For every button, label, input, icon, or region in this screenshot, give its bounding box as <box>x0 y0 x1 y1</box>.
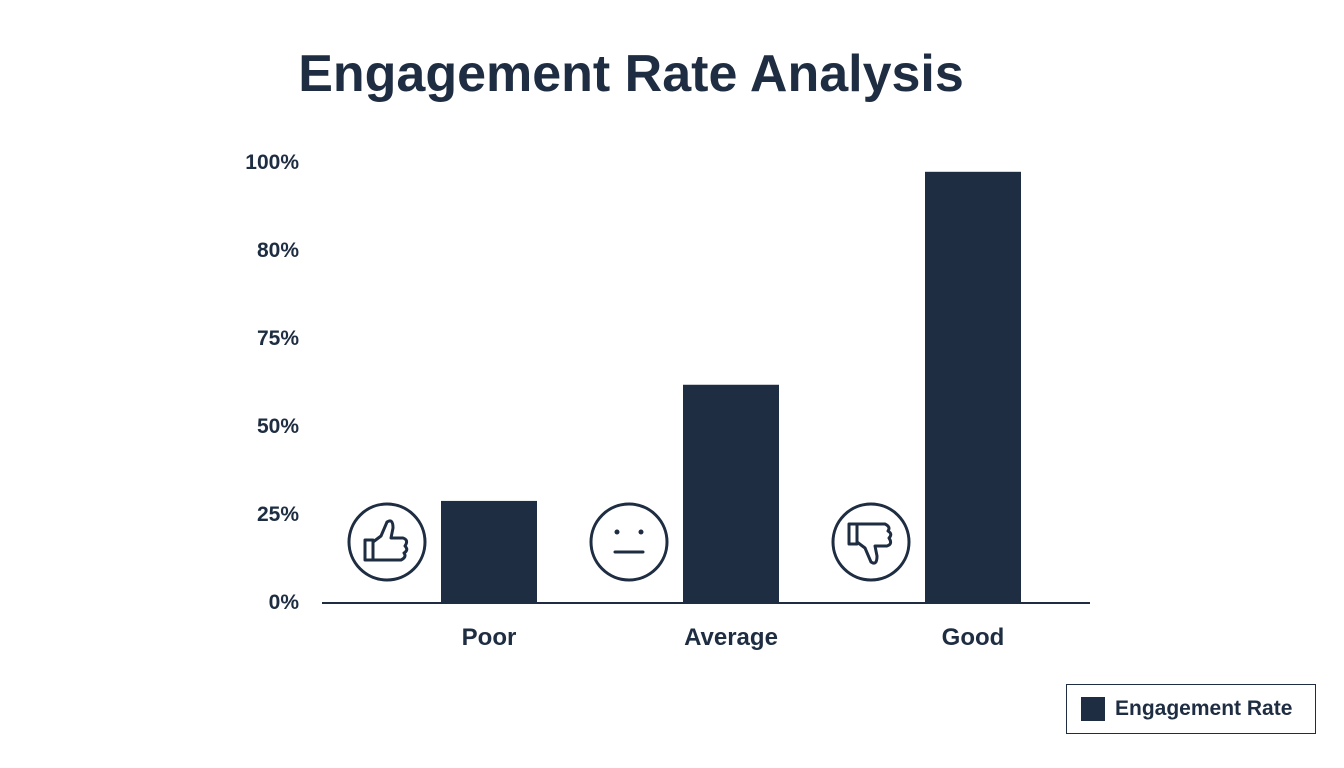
y-tick-label: 25% <box>257 503 299 526</box>
y-tick-label: 100% <box>245 151 299 174</box>
y-tick-label: 50% <box>257 415 299 438</box>
bar-good <box>925 171 1021 604</box>
x-tick-label: Good <box>942 624 1005 651</box>
legend-swatch <box>1081 697 1105 721</box>
x-tick-label: Average <box>684 624 778 651</box>
y-tick-label: 0% <box>269 591 300 614</box>
y-tick-label: 75% <box>257 327 299 350</box>
y-tick-label: 80% <box>257 239 299 262</box>
legend: Engagement Rate <box>1066 684 1316 734</box>
thumbs-up-icon <box>831 502 911 582</box>
bar-poor <box>441 500 537 603</box>
thumbs-down-icon <box>347 502 427 582</box>
legend-label: Engagement Rate <box>1115 697 1293 720</box>
bar-average <box>683 384 779 603</box>
neutral-face-icon <box>589 502 669 582</box>
chart-title: Engagement Rate Analysis <box>298 45 964 103</box>
x-tick-label: Poor <box>462 624 517 651</box>
